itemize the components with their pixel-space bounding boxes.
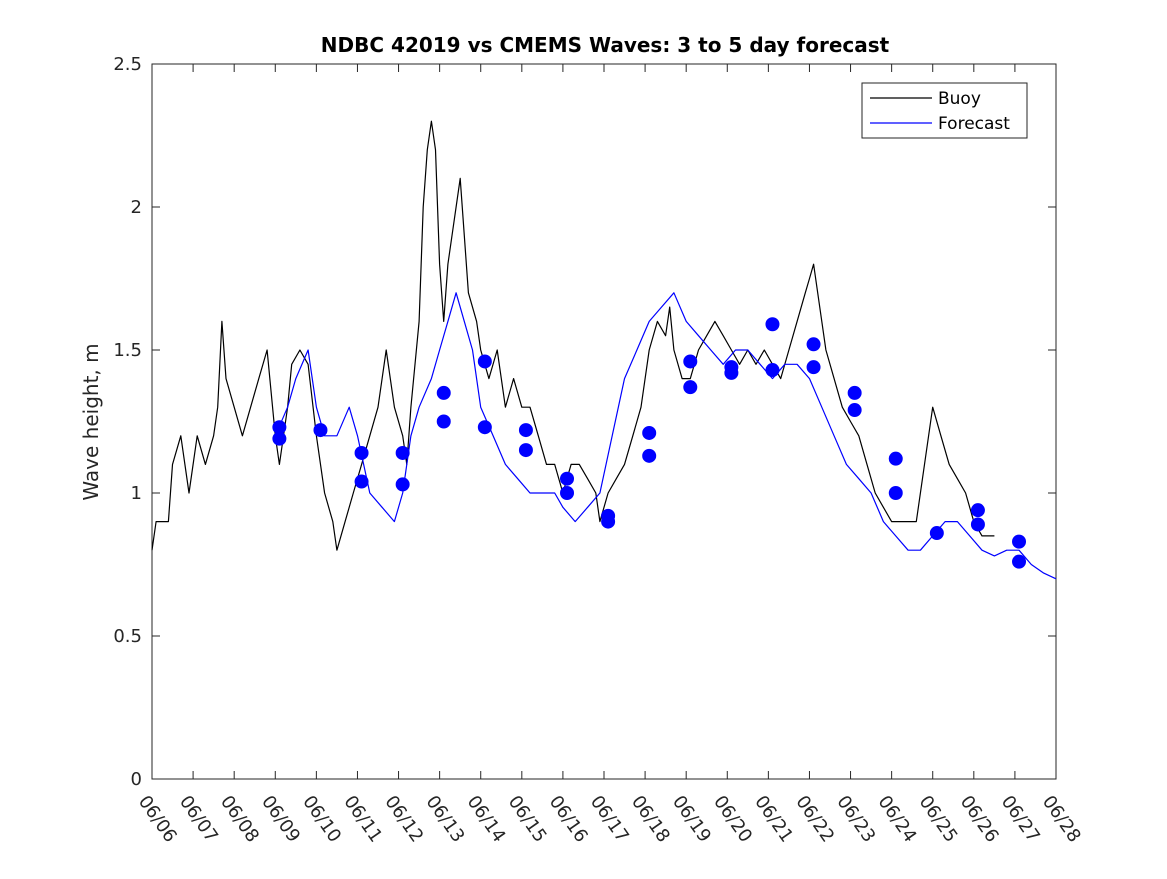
forecast-marker xyxy=(929,526,944,541)
forecast-marker xyxy=(888,486,903,500)
x-tick-label: 06/13 xyxy=(422,792,469,847)
forecast-marker xyxy=(601,514,616,529)
y-axis-label: Wave height, m xyxy=(79,343,103,500)
x-tick-label: 06/07 xyxy=(175,792,222,847)
plot-area: 00.511.522.506/0606/0706/0806/0906/1006/… xyxy=(113,54,1085,846)
x-tick-label: 06/24 xyxy=(874,792,921,847)
y-tick-label: 2.5 xyxy=(113,54,142,75)
legend-label-forecast: Forecast xyxy=(938,114,1010,134)
chart-title: NDBC 42019 vs CMEMS Waves: 3 to 5 day fo… xyxy=(321,33,890,57)
forecast-marker xyxy=(477,420,492,435)
forecast-marker xyxy=(847,403,862,418)
forecast-marker xyxy=(1012,534,1027,549)
forecast-marker xyxy=(395,445,410,460)
y-tick-label: 0 xyxy=(131,769,142,790)
x-tick-label: 06/12 xyxy=(380,792,427,847)
forecast-marker xyxy=(354,474,369,489)
forecast-marker xyxy=(970,517,985,532)
forecast-marker xyxy=(970,503,985,518)
forecast-marker xyxy=(436,385,451,400)
x-tick-label: 06/16 xyxy=(545,792,592,847)
forecast-marker xyxy=(313,423,328,438)
forecast-marker xyxy=(1012,554,1027,569)
x-tick-label: 06/09 xyxy=(257,792,304,847)
x-tick-label: 06/18 xyxy=(627,792,674,847)
x-tick-label: 06/06 xyxy=(134,792,181,847)
legend: Buoy Forecast xyxy=(861,82,1028,139)
forecast-marker xyxy=(683,380,698,395)
x-tick-label: 06/11 xyxy=(339,792,386,847)
forecast-marker xyxy=(518,443,533,458)
x-tick-label: 06/21 xyxy=(750,792,797,847)
x-tick-label: 06/08 xyxy=(216,792,263,847)
forecast-marker xyxy=(518,423,533,438)
x-tick-label: 06/27 xyxy=(997,792,1044,847)
forecast-marker xyxy=(683,354,698,369)
x-tick-label: 06/23 xyxy=(832,792,879,847)
series-line-buoy xyxy=(151,120,995,551)
forecast-marker xyxy=(642,425,657,440)
x-tick-label: 06/14 xyxy=(463,792,510,847)
series-line-forecast xyxy=(274,292,1057,580)
legend-label-buoy: Buoy xyxy=(938,89,981,109)
y-tick-label: 1.5 xyxy=(113,340,142,361)
legend-box xyxy=(861,82,1028,139)
x-tick-label: 06/20 xyxy=(709,792,756,847)
x-tick-label: 06/17 xyxy=(586,792,633,847)
forecast-marker xyxy=(765,317,780,332)
forecast-marker xyxy=(642,448,657,463)
y-tick-label: 0.5 xyxy=(113,626,142,647)
forecast-marker xyxy=(806,360,821,375)
forecast-marker xyxy=(847,385,862,400)
x-tick-label: 06/10 xyxy=(298,792,345,847)
forecast-marker xyxy=(765,363,780,378)
forecast-marker xyxy=(560,486,575,500)
forecast-marker xyxy=(354,445,369,460)
forecast-marker xyxy=(888,451,903,466)
forecast-marker xyxy=(806,337,821,352)
forecast-marker xyxy=(272,431,287,446)
forecast-marker xyxy=(560,471,575,486)
forecast-marker xyxy=(724,365,739,380)
x-tick-label: 06/26 xyxy=(956,792,1003,847)
forecast-marker xyxy=(436,414,451,429)
x-tick-label: 06/28 xyxy=(1038,792,1085,847)
x-tick-label: 06/15 xyxy=(504,792,551,847)
forecast-marker xyxy=(395,477,410,492)
x-tick-label: 06/22 xyxy=(791,792,838,847)
y-tick-label: 2 xyxy=(131,197,142,218)
forecast-marker xyxy=(477,354,492,369)
x-tick-label: 06/19 xyxy=(668,792,715,847)
x-tick-label: 06/25 xyxy=(915,792,962,847)
y-tick-label: 1 xyxy=(131,483,142,504)
axes-box xyxy=(151,63,1057,780)
